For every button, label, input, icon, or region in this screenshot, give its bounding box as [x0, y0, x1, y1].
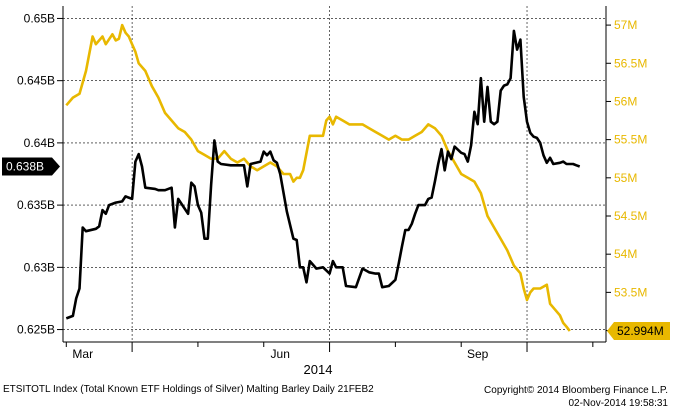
right-tick-label: 56M — [614, 94, 637, 108]
right-tick-label: 53.5M — [614, 285, 647, 299]
x-tick-label: Jun — [271, 347, 290, 361]
right-tick-label: 54.5M — [614, 209, 647, 223]
x-tick-label: Mar — [72, 347, 93, 361]
x-axis-label: 2014 — [304, 362, 333, 377]
footer-copyright: Copyright© 2014 Bloomberg Finance L.P. — [484, 385, 668, 396]
left-tick-label: 0.63B — [24, 260, 55, 274]
left-tick-label: 0.645B — [17, 74, 55, 88]
right-tick-label: 57M — [614, 18, 637, 32]
x-tick-label: Sep — [467, 347, 489, 361]
series-layer — [65, 23, 581, 332]
left-tick-label: 0.65B — [24, 11, 55, 25]
footer-copyright-block: Copyright© 2014 Bloomberg Finance L.P. 0… — [484, 384, 668, 410]
left-tick-label: 0.64B — [24, 136, 55, 150]
right-tick-label: 55M — [614, 171, 637, 185]
footer-timestamp: 02-Nov-2014 19:58:31 — [568, 398, 668, 409]
axes-layer — [57, 6, 611, 352]
left-tick-label: 0.635B — [17, 198, 55, 212]
right-last-value-flag — [607, 322, 670, 341]
right-tick-label: 55.5M — [614, 133, 647, 147]
footer-index-description: ETSITOTL Index (Total Known ETF Holdings… — [3, 384, 374, 395]
right-tick-label: 56.5M — [614, 56, 647, 70]
left-last-value-label: 0.638B — [6, 160, 44, 174]
right-tick-label: 54M — [614, 247, 637, 261]
labels-layer: 0.625B 0.63B 0.635B 0.64B 0.645B 0.65B Mar Jun S… — [2, 11, 670, 361]
left-last-value-flag — [2, 157, 60, 176]
left-tick-label: 0.625B — [17, 323, 55, 337]
left-series-line — [65, 29, 581, 320]
right-last-value-label: 52.994M — [617, 324, 664, 338]
right-series-line — [65, 23, 571, 332]
